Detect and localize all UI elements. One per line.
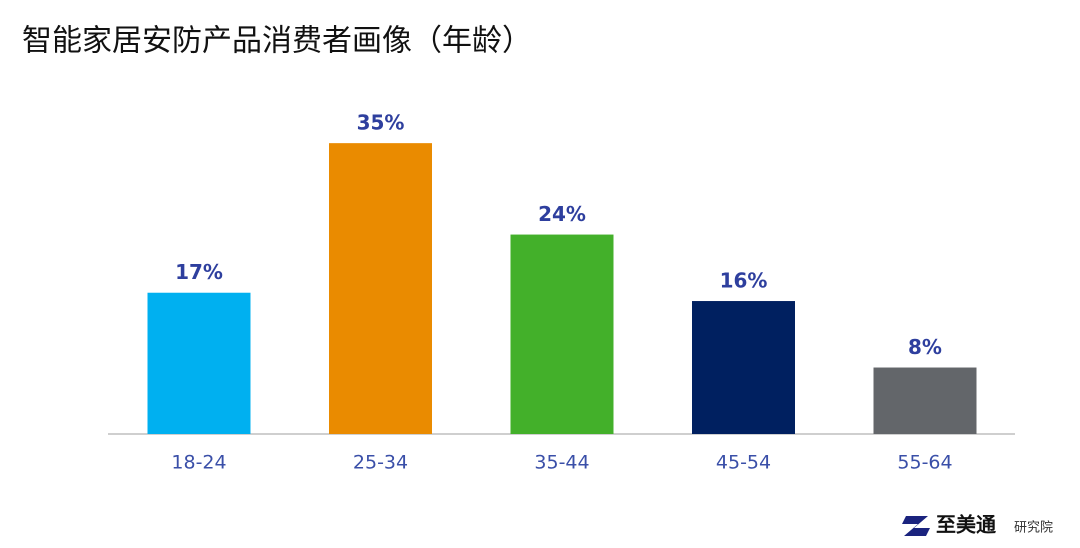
x-tick-label: 45-54 (716, 452, 771, 474)
chart-title: 智能家居安防产品消费者画像（年龄） (22, 24, 532, 59)
value-label: 17% (175, 260, 223, 284)
logo-icon (902, 516, 930, 536)
value-label: 24% (538, 202, 586, 226)
bar (329, 143, 432, 434)
brand-sub: 研究院 (1014, 521, 1053, 536)
value-label: 16% (720, 269, 768, 293)
logo: 至美通 研究院 (902, 513, 1053, 537)
x-tick-label: 55-64 (897, 452, 952, 474)
bar (692, 301, 795, 434)
x-tick-label: 18-24 (171, 452, 226, 474)
value-label: 35% (357, 111, 405, 135)
brand: 至美通 (936, 513, 996, 537)
x-tick-label: 35-44 (534, 452, 589, 474)
bar (873, 367, 977, 434)
x-tick-label: 25-34 (353, 452, 408, 474)
value-label: 8% (908, 335, 942, 359)
bar (147, 292, 251, 434)
bar (510, 234, 614, 434)
